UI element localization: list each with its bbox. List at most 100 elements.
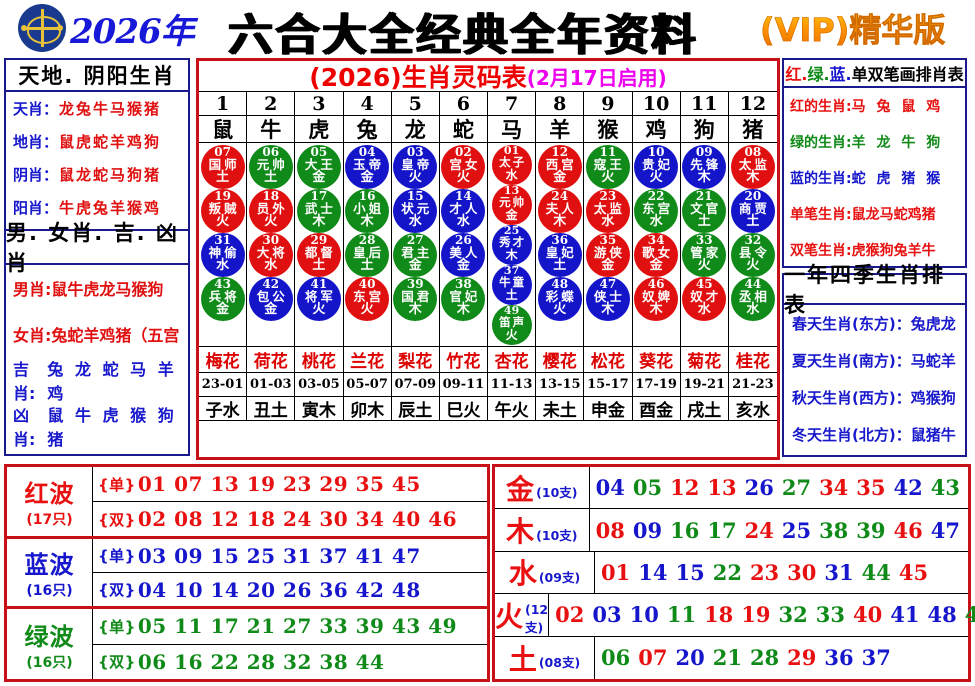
number-ball[interactable]: 47 侠士木	[585, 277, 630, 321]
col-number-5: 6	[439, 91, 488, 115]
ball-element: 木	[601, 302, 615, 317]
ball-element: 金	[216, 302, 230, 317]
ball-title: 笛声	[499, 315, 527, 329]
number-ball[interactable]: 08 太监木	[730, 145, 775, 189]
right-row-key: 蓝的生肖:	[790, 171, 852, 187]
ball-number: 02	[455, 145, 472, 159]
ball-number: 41	[310, 277, 328, 291]
right-row-0: 红的生肖: 马 兔 鼠 鸡	[784, 88, 965, 124]
right-row-key: 红的生肖:	[790, 99, 852, 115]
number-ball[interactable]: 44 丞相水	[730, 277, 775, 321]
number-ball[interactable]: 42 包公金	[248, 277, 293, 321]
number-ball[interactable]: 10 贵妃火	[634, 145, 679, 189]
ball-number: 27	[406, 233, 424, 247]
left2-row-2: 吉肖: 兔 龙 蛇 马 羊 鸡	[6, 357, 188, 403]
number-ball[interactable]: 07 国师土	[200, 145, 245, 189]
number-ball[interactable]: 39 国君木	[393, 277, 438, 321]
time-cell-2: 03-05	[295, 372, 344, 396]
ball-title: 奴婢	[642, 289, 674, 304]
time-cell-5: 09-11	[439, 372, 488, 396]
number-ball[interactable]: 27 君主金	[393, 233, 438, 277]
number-ball[interactable]: 09 先锋木	[682, 145, 727, 189]
animal-cell-9: 鸡	[632, 115, 681, 142]
number-ball[interactable]: 04 玉帝金	[345, 145, 390, 189]
number-ball[interactable]: 38 官妃木	[441, 277, 486, 321]
element-number: 44	[861, 559, 891, 585]
stem-cell-2: 寅木	[295, 396, 344, 421]
wave-number-line: {双} 06 16 22 28 32 38 44	[93, 645, 487, 680]
number-ball[interactable]: 41 将军火	[296, 277, 341, 321]
number-ball[interactable]: 11 寇王火	[585, 145, 630, 189]
number-ball[interactable]: 19 叛贼火	[200, 189, 245, 233]
ball-number: 34	[647, 233, 665, 247]
number-ball[interactable]: 49 笛声火	[491, 305, 532, 345]
number-ball[interactable]: 33 管家火	[682, 233, 727, 277]
ball-number: 44	[744, 277, 762, 291]
left2-row-value: 兔 龙 蛇 马 羊 鸡	[47, 360, 177, 403]
number-ball[interactable]: 22 东宫水	[634, 189, 679, 233]
ball-title: 国君	[401, 289, 433, 304]
element-name: 水	[508, 557, 537, 591]
ball-number: 43	[214, 277, 231, 291]
stem-cell-5: 巳火	[439, 396, 488, 421]
col-number-10: 11	[680, 91, 729, 115]
number-ball[interactable]: 20 商贾土	[730, 189, 775, 233]
ball-column-5: 03 皇帝火 15 状元水 27 君主金 39 国君木	[392, 143, 440, 346]
number-ball[interactable]: 46 奴婢木	[634, 277, 679, 321]
wave-count: (16只)	[26, 583, 73, 599]
number-ball[interactable]: 06 元帅土	[248, 145, 293, 189]
number-ball[interactable]: 31 神偷水	[200, 233, 245, 277]
number-ball[interactable]: 15 状元水	[393, 189, 438, 233]
number-ball[interactable]: 36 皇妃土	[537, 233, 582, 277]
stem-cell-7: 未土	[536, 396, 585, 421]
number-ball[interactable]: 21 文官土	[682, 189, 727, 233]
ball-number: 12	[551, 145, 569, 159]
number-ball[interactable]: 35 游侠金	[585, 233, 630, 277]
col-number-11: 12	[728, 91, 777, 115]
wave-name: 红波	[24, 480, 75, 508]
number-ball[interactable]: 24 夫人木	[537, 189, 582, 233]
element-number: 27	[781, 475, 812, 501]
number-ball[interactable]: 12 西宫金	[537, 145, 582, 189]
col-number-7: 8	[536, 91, 585, 115]
right-row-1: 绿的生肖: 羊 龙 牛 狗	[784, 124, 965, 160]
element-count: (09支)	[538, 569, 581, 585]
flower-row: 梅花 荷花 桃花 兰花 梨花 竹花 杏花 樱花 松花 葵花 菊花 桂花	[199, 346, 777, 372]
number-ball[interactable]: 37 牛童土	[491, 265, 532, 305]
left-row-value: 鼠虎蛇羊鸡狗	[59, 133, 162, 151]
number-ball[interactable]: 16 小姐木	[345, 189, 390, 233]
number-ball[interactable]: 23 太监水	[585, 189, 630, 233]
number-ball[interactable]: 34 歌女金	[634, 233, 679, 277]
element-count: (08支)	[538, 655, 581, 671]
element-number: 30	[787, 559, 817, 585]
right-panel-body-2: 春天生肖(东方)：兔虎龙 夏天生肖(南方)：马蛇羊 秋天生肖(西方)：鸡猴狗 冬天生肖…	[782, 305, 967, 457]
number-ball[interactable]: 05 大王金	[296, 145, 341, 189]
left2-row-0: 男肖: 鼠牛虎龙马猴狗	[6, 265, 188, 311]
ball-element: 木	[505, 248, 518, 262]
element-number: 18	[704, 602, 734, 628]
number-ball[interactable]: 45 奴才水	[682, 277, 727, 321]
parity-tag: {单}	[98, 547, 136, 565]
number-ball[interactable]: 01 太子水	[491, 145, 532, 185]
number-ball[interactable]: 30 大将水	[248, 233, 293, 277]
ball-number: 03	[406, 145, 424, 159]
ball-element: 火	[505, 328, 518, 342]
number-ball[interactable]: 02 宫女火	[441, 145, 486, 189]
number-ball[interactable]: 03 皇帝火	[393, 145, 438, 189]
ball-element: 水	[649, 214, 663, 229]
number-ball[interactable]: 28 皇后土	[345, 233, 390, 277]
number-ball[interactable]: 26 美人金	[441, 233, 486, 277]
number-ball[interactable]: 48 彩蝶火	[537, 277, 582, 321]
number-ball[interactable]: 32 县令火	[730, 233, 775, 277]
number-ball[interactable]: 43 兵将金	[200, 277, 245, 321]
number-ball[interactable]: 40 东宫火	[345, 277, 390, 321]
number-ball[interactable]: 14 才人水	[441, 189, 486, 233]
number-ball[interactable]: 13 元帅金	[491, 185, 532, 225]
number-ball[interactable]: 18 员外火	[248, 189, 293, 233]
number-ball[interactable]: 17 武士木	[296, 189, 341, 233]
number-ball[interactable]: 29 都督土	[296, 233, 341, 277]
zodiac-table-title-main: (2026)生肖灵码表	[309, 63, 527, 92]
number-ball[interactable]: 25 秀才木	[491, 225, 532, 265]
ball-element: 金	[264, 302, 278, 317]
col-number-1: 2	[247, 91, 296, 115]
